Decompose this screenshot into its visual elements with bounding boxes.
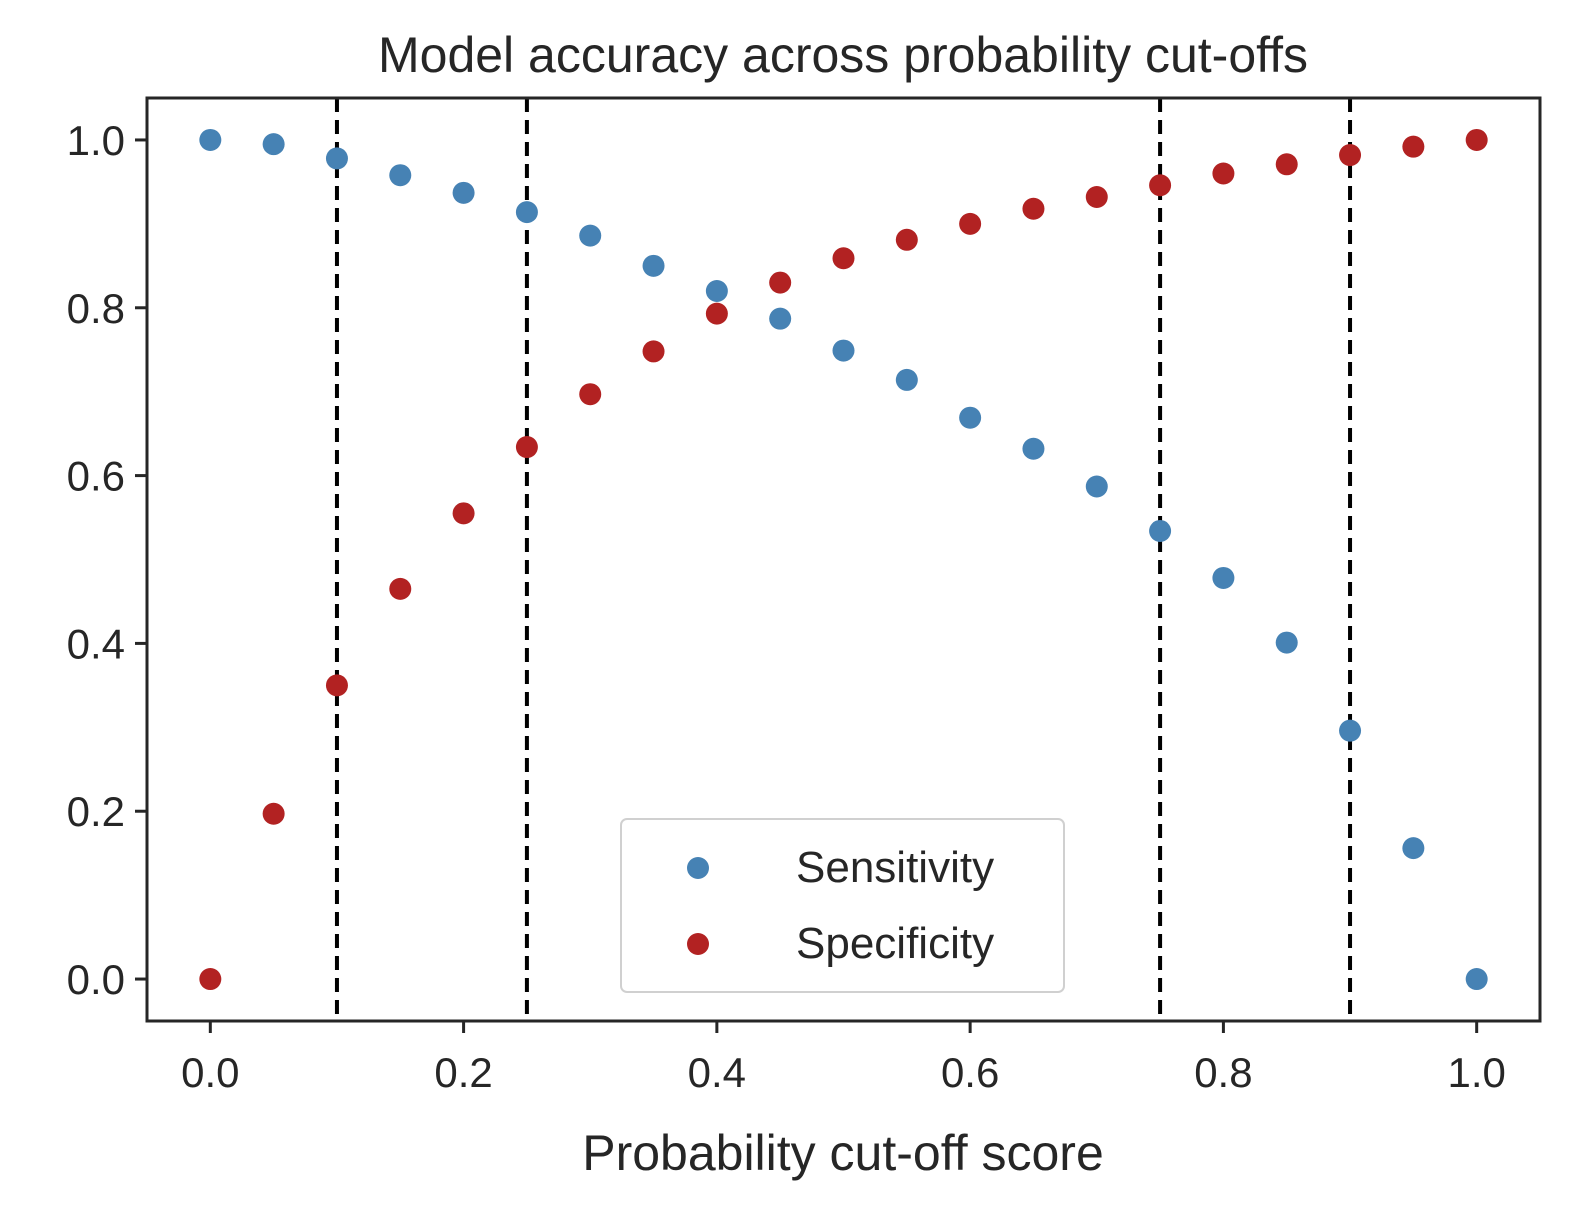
point-sensitivity [895, 368, 918, 391]
point-sensitivity [262, 133, 285, 156]
x-axis-label: Probability cut-off score [582, 1125, 1104, 1181]
point-sensitivity [389, 164, 412, 187]
y-tick-label: 0.4 [67, 620, 125, 667]
point-specificity [1149, 174, 1172, 197]
point-sensitivity [199, 128, 222, 151]
point-sensitivity [642, 254, 665, 277]
point-sensitivity [1275, 631, 1298, 654]
point-sensitivity [452, 181, 475, 204]
point-specificity [515, 436, 538, 459]
point-specificity [325, 674, 348, 697]
point-specificity [1085, 186, 1108, 209]
point-specificity [705, 302, 728, 325]
point-sensitivity [1149, 519, 1172, 542]
x-axis-ticks: 0.0 0.2 0.4 0.6 0.8 1.0 [181, 1021, 1506, 1096]
point-specificity [199, 968, 222, 991]
x-tick-label: 0.2 [434, 1049, 492, 1096]
plot-frame [145, 96, 1542, 1023]
point-specificity [1339, 144, 1362, 167]
point-sensitivity [1402, 837, 1425, 860]
legend-label-specificity: Specificity [796, 919, 994, 968]
point-sensitivity [325, 147, 348, 170]
point-specificity [959, 212, 982, 235]
point-sensitivity [1339, 719, 1362, 742]
point-sensitivity [769, 307, 792, 330]
point-sensitivity [1085, 475, 1108, 498]
legend: Sensitivity Specificity [620, 818, 1065, 993]
y-tick-label: 0.2 [67, 788, 125, 835]
x-tick-label: 0.0 [181, 1049, 239, 1096]
point-sensitivity [1465, 968, 1488, 991]
point-specificity [1465, 128, 1488, 151]
data-points [199, 128, 1488, 991]
point-sensitivity [1212, 566, 1235, 589]
y-tick-label: 0.0 [67, 956, 125, 1003]
point-specificity [642, 340, 665, 363]
x-tick-label: 0.6 [941, 1049, 999, 1096]
point-sensitivity [579, 224, 602, 247]
point-specificity [579, 383, 602, 406]
legend-marker-specificity [687, 933, 709, 955]
x-tick-label: 1.0 [1447, 1049, 1505, 1096]
x-tick-label: 0.4 [688, 1049, 746, 1096]
legend-label-sensitivity: Sensitivity [796, 843, 994, 892]
point-specificity [389, 577, 412, 600]
point-sensitivity [705, 279, 728, 302]
point-specificity [832, 247, 855, 270]
point-specificity [769, 271, 792, 294]
point-specificity [1275, 153, 1298, 176]
y-tick-label: 1.0 [67, 117, 125, 164]
legend-box [620, 818, 1065, 993]
point-specificity [1022, 197, 1045, 220]
chart-title: Model accuracy across probability cut-of… [378, 27, 1308, 83]
point-specificity [1402, 135, 1425, 158]
legend-marker-sensitivity [687, 857, 709, 879]
point-sensitivity [1022, 437, 1045, 460]
point-specificity [1212, 162, 1235, 185]
point-specificity [452, 502, 475, 525]
point-specificity [895, 228, 918, 251]
x-tick-label: 0.8 [1194, 1049, 1252, 1096]
y-tick-label: 0.6 [67, 453, 125, 500]
y-axis-ticks: 0.0 0.2 0.4 0.6 0.8 1.0 [67, 117, 147, 1003]
point-specificity [262, 802, 285, 825]
point-sensitivity [832, 339, 855, 362]
point-sensitivity [959, 406, 982, 429]
point-sensitivity [515, 201, 538, 224]
y-tick-label: 0.8 [67, 285, 125, 332]
